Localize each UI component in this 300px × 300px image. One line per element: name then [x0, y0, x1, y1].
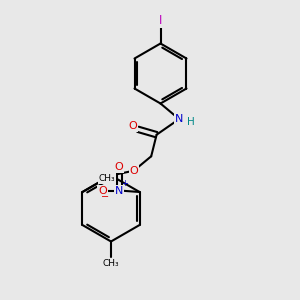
- Text: H: H: [187, 116, 194, 127]
- Text: CH₃: CH₃: [103, 260, 119, 268]
- Text: −: −: [101, 192, 109, 202]
- Text: N: N: [115, 185, 123, 196]
- Text: O: O: [98, 185, 107, 196]
- Text: I: I: [159, 14, 162, 28]
- Text: O: O: [129, 166, 138, 176]
- Text: CH₃: CH₃: [99, 174, 115, 183]
- Text: O: O: [115, 162, 124, 172]
- Text: +: +: [121, 179, 128, 188]
- Text: O: O: [128, 121, 137, 131]
- Text: N: N: [175, 114, 183, 124]
